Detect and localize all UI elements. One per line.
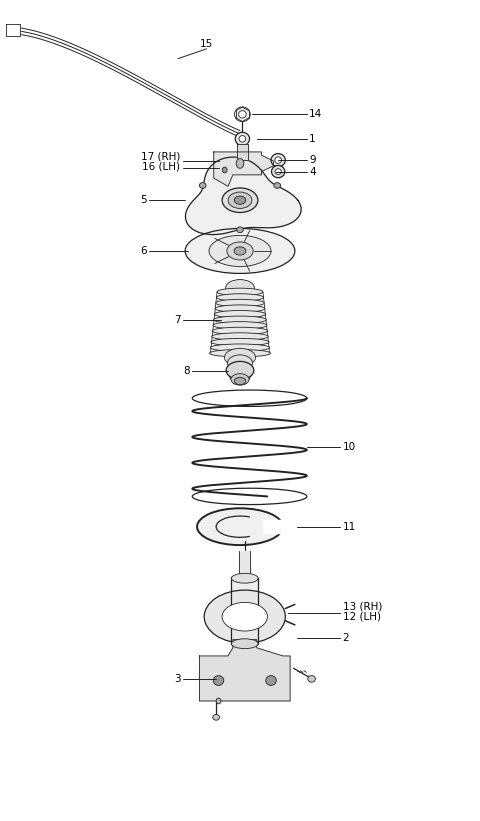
Polygon shape [185, 157, 301, 235]
Text: 9: 9 [309, 155, 316, 165]
Ellipse shape [235, 107, 250, 122]
Ellipse shape [210, 344, 270, 351]
Ellipse shape [222, 188, 258, 213]
Ellipse shape [215, 305, 265, 312]
Ellipse shape [239, 135, 246, 142]
Ellipse shape [225, 348, 255, 366]
Ellipse shape [204, 590, 285, 644]
Ellipse shape [199, 182, 206, 188]
Ellipse shape [216, 698, 221, 704]
Ellipse shape [234, 247, 246, 255]
Polygon shape [237, 144, 248, 160]
Text: 16 (LH): 16 (LH) [143, 162, 180, 172]
Ellipse shape [274, 182, 281, 188]
Polygon shape [263, 521, 285, 533]
Text: 17 (RH): 17 (RH) [141, 152, 180, 162]
Text: 3: 3 [174, 674, 180, 684]
Ellipse shape [308, 676, 315, 682]
Ellipse shape [226, 280, 254, 296]
Text: 5: 5 [140, 195, 147, 205]
Text: 15: 15 [200, 39, 213, 49]
Ellipse shape [234, 196, 246, 204]
Ellipse shape [214, 316, 266, 323]
Ellipse shape [212, 333, 268, 340]
Ellipse shape [266, 676, 276, 686]
Ellipse shape [217, 288, 263, 296]
Text: 8: 8 [183, 366, 190, 376]
Text: 6: 6 [140, 246, 147, 256]
Ellipse shape [209, 350, 271, 357]
Ellipse shape [213, 322, 267, 329]
Ellipse shape [214, 310, 266, 318]
Ellipse shape [209, 236, 271, 267]
Ellipse shape [272, 166, 285, 177]
Ellipse shape [185, 228, 295, 273]
Ellipse shape [213, 676, 224, 686]
Ellipse shape [212, 328, 268, 335]
Ellipse shape [237, 227, 243, 232]
Ellipse shape [213, 714, 219, 720]
Ellipse shape [271, 154, 285, 167]
Ellipse shape [236, 158, 244, 168]
Polygon shape [214, 152, 274, 186]
Text: 13 (RH): 13 (RH) [343, 602, 382, 612]
Polygon shape [239, 551, 251, 586]
Ellipse shape [227, 242, 253, 260]
Text: 10: 10 [343, 443, 356, 452]
Ellipse shape [216, 294, 264, 301]
Ellipse shape [275, 157, 281, 163]
Polygon shape [231, 578, 258, 644]
Ellipse shape [231, 374, 249, 385]
Ellipse shape [275, 168, 281, 174]
Text: 11: 11 [343, 521, 356, 532]
Text: 12 (LH): 12 (LH) [343, 612, 381, 621]
Ellipse shape [231, 573, 258, 583]
Ellipse shape [222, 603, 267, 631]
Ellipse shape [239, 111, 246, 118]
Ellipse shape [216, 300, 264, 307]
Text: 14: 14 [309, 109, 323, 119]
Ellipse shape [228, 355, 252, 371]
Polygon shape [199, 640, 290, 701]
Text: 7: 7 [174, 315, 180, 325]
Text: 4: 4 [309, 167, 316, 177]
Ellipse shape [211, 338, 269, 346]
Ellipse shape [234, 378, 246, 385]
Ellipse shape [222, 167, 227, 172]
Ellipse shape [197, 508, 283, 545]
Ellipse shape [228, 192, 252, 209]
Text: 2: 2 [343, 633, 349, 643]
Text: 1: 1 [309, 134, 316, 144]
Ellipse shape [226, 361, 254, 379]
Polygon shape [6, 25, 21, 36]
Ellipse shape [231, 639, 258, 649]
Ellipse shape [235, 132, 250, 145]
